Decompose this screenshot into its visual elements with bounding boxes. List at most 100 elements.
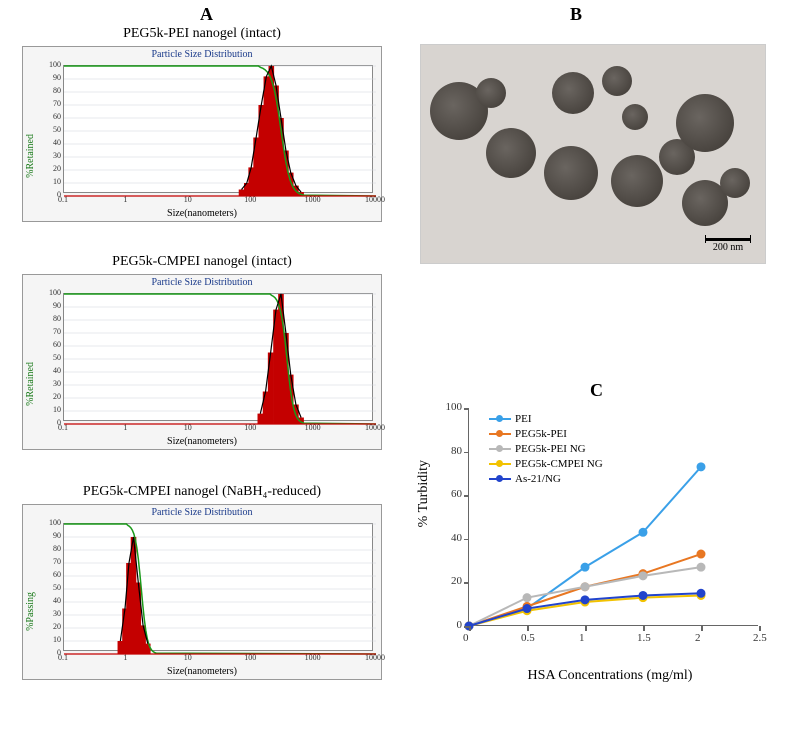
scale-bar-label: 200 nm	[713, 242, 743, 253]
xtick: 1	[123, 195, 127, 204]
dist-chart: Particle Size Distribution%RetainedSize(…	[22, 274, 382, 450]
ytick: 90	[31, 73, 61, 82]
xtick: 10	[184, 653, 192, 662]
dist-xlabel: Size(nanometers)	[167, 436, 237, 447]
tem-image: 200 nm	[420, 44, 766, 264]
lc-ytick: 100	[446, 401, 463, 413]
dist-plot-area	[63, 293, 373, 421]
lc-xtick: 0.5	[521, 632, 535, 644]
ytick: 40	[31, 596, 61, 605]
lc-xtick: 2	[695, 632, 701, 644]
ytick: 80	[31, 314, 61, 323]
particle	[544, 146, 598, 200]
ytick: 10	[31, 405, 61, 414]
scale-bar: 200 nm	[705, 238, 751, 253]
xtick: 10000	[365, 423, 385, 432]
lc-plot-area: PEIPEG5k-PEIPEG5k-PEI NGPEG5k-CMPEI NGAs…	[468, 408, 758, 626]
ytick: 50	[31, 353, 61, 362]
particle	[486, 128, 536, 178]
particle	[720, 168, 750, 198]
ytick: 40	[31, 366, 61, 375]
ytick: 40	[31, 138, 61, 147]
turbidity-chart: % Turbidity PEIPEG5k-PEIPEG5k-PEI NGPEG5…	[420, 400, 780, 690]
xtick: 1000	[305, 653, 321, 662]
xtick: 100	[244, 195, 256, 204]
legend-label: PEI	[515, 413, 532, 425]
ytick: 70	[31, 327, 61, 336]
ytick: 60	[31, 112, 61, 121]
dist-inner-title: Particle Size Distribution	[151, 507, 252, 518]
lc-xtick: 0	[463, 632, 469, 644]
panel-b-label: B	[570, 4, 582, 25]
dist-chart-title: PEG5k-PEI nanogel (intact)	[22, 26, 382, 42]
ytick: 30	[31, 379, 61, 388]
dist-plot-area	[63, 65, 373, 193]
ytick: 80	[31, 86, 61, 95]
ytick: 90	[31, 531, 61, 540]
dist-chart-title: PEG5k-CMPEI nanogel (intact)	[22, 254, 382, 270]
ytick: 0	[31, 190, 61, 199]
xtick: 100	[244, 653, 256, 662]
xtick: 0.1	[58, 195, 68, 204]
dist-plot-area	[63, 523, 373, 651]
dist-inner-title: Particle Size Distribution	[151, 49, 252, 60]
xtick: 0.1	[58, 653, 68, 662]
panel-c-label: C	[590, 380, 603, 401]
ytick: 0	[31, 648, 61, 657]
ytick: 10	[31, 635, 61, 644]
ytick: 60	[31, 570, 61, 579]
lc-ytick: 0	[457, 619, 463, 631]
xtick: 1	[123, 423, 127, 432]
ytick: 20	[31, 164, 61, 173]
panel-a-label: A	[200, 4, 213, 25]
ytick: 50	[31, 125, 61, 134]
ytick: 70	[31, 557, 61, 566]
ytick: 100	[31, 288, 61, 297]
ytick: 70	[31, 99, 61, 108]
ytick: 30	[31, 609, 61, 618]
legend-label: PEG5k-PEI NG	[515, 443, 586, 455]
ytick: 50	[31, 583, 61, 592]
xtick: 1	[123, 653, 127, 662]
legend-item: PEG5k-PEI NG	[489, 442, 603, 456]
lc-ytick: 80	[451, 445, 462, 457]
dist-chart-title: PEG5k-CMPEI nanogel (NaBH₄-reduced)	[22, 484, 382, 500]
lc-ytick: 40	[451, 532, 462, 544]
lc-xtick: 1.5	[637, 632, 651, 644]
legend-item: PEI	[489, 412, 603, 426]
dist-chart: Particle Size Distribution%PassingSize(n…	[22, 504, 382, 680]
particle	[676, 94, 734, 152]
particle	[602, 66, 632, 96]
ytick: 90	[31, 301, 61, 310]
lc-ytick: 20	[451, 575, 462, 587]
xtick: 100	[244, 423, 256, 432]
ytick: 20	[31, 622, 61, 631]
dist-inner-title: Particle Size Distribution	[151, 277, 252, 288]
legend-label: PEG5k-PEI	[515, 428, 567, 440]
lc-xtick: 1	[579, 632, 585, 644]
xtick: 10000	[365, 195, 385, 204]
ytick: 80	[31, 544, 61, 553]
ytick: 30	[31, 151, 61, 160]
dist-chart: Particle Size Distribution%RetainedSize(…	[22, 46, 382, 222]
particle	[622, 104, 648, 130]
legend: PEIPEG5k-PEIPEG5k-PEI NGPEG5k-CMPEI NGAs…	[489, 412, 603, 487]
xtick: 10	[184, 195, 192, 204]
xtick: 0.1	[58, 423, 68, 432]
ytick: 10	[31, 177, 61, 186]
lc-xlabel: HSA Concentrations (mg/ml)	[528, 668, 693, 684]
lc-ylabel: % Turbidity	[416, 460, 432, 527]
xtick: 1000	[305, 423, 321, 432]
xtick: 1000	[305, 195, 321, 204]
dist-xlabel: Size(nanometers)	[167, 666, 237, 677]
lc-xtick: 2.5	[753, 632, 767, 644]
ytick: 100	[31, 60, 61, 69]
particle	[476, 78, 506, 108]
legend-item: PEG5k-CMPEI NG	[489, 457, 603, 471]
legend-item: PEG5k-PEI	[489, 427, 603, 441]
lc-ytick: 60	[451, 488, 462, 500]
particle	[611, 155, 663, 207]
dist-xlabel: Size(nanometers)	[167, 208, 237, 219]
xtick: 10000	[365, 653, 385, 662]
ytick: 20	[31, 392, 61, 401]
